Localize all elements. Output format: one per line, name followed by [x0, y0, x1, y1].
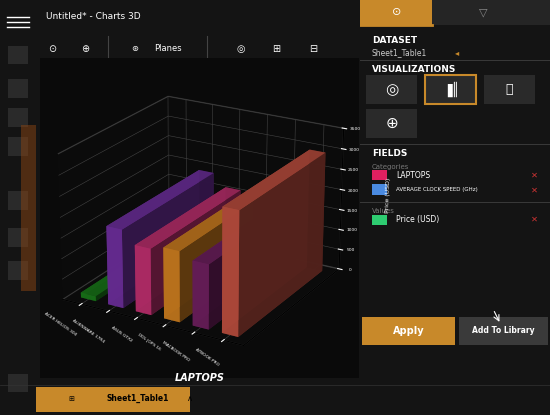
- Text: ✕: ✕: [521, 12, 528, 21]
- Text: ◎: ◎: [236, 44, 245, 54]
- Bar: [8, 79, 28, 98]
- Text: ▽: ▽: [480, 7, 488, 17]
- Bar: [8, 191, 28, 210]
- Text: Price (USD): Price (USD): [397, 215, 439, 224]
- Text: ⊞: ⊞: [273, 44, 280, 54]
- Text: Untitled* - Charts 3D: Untitled* - Charts 3D: [46, 12, 141, 21]
- Bar: [36, 387, 190, 412]
- Text: FIELDS: FIELDS: [372, 149, 407, 158]
- Text: ∧: ∧: [186, 394, 193, 403]
- Text: LAPTOPS: LAPTOPS: [174, 373, 224, 383]
- Text: ⊙: ⊙: [392, 7, 401, 17]
- Text: VISUALIZATIONS: VISUALIZATIONS: [372, 65, 456, 73]
- Text: ◎: ◎: [385, 82, 398, 97]
- Text: 〜: 〜: [505, 83, 513, 96]
- Text: ⊙: ⊙: [48, 44, 56, 54]
- Bar: [366, 75, 417, 104]
- Bar: [8, 228, 28, 247]
- Text: Add To Library: Add To Library: [472, 327, 535, 335]
- Text: LAPTOPS: LAPTOPS: [397, 171, 431, 180]
- Bar: [459, 317, 548, 345]
- Text: ✕: ✕: [531, 185, 538, 194]
- Text: ⊕: ⊕: [81, 44, 89, 54]
- Text: ⊕: ⊕: [385, 116, 398, 131]
- Text: ◂: ◂: [455, 49, 459, 57]
- Bar: [8, 374, 28, 392]
- Text: ─: ─: [455, 12, 460, 21]
- Text: ▐║: ▐║: [442, 81, 459, 97]
- Text: ✕: ✕: [531, 215, 538, 224]
- Bar: [366, 110, 417, 138]
- Text: DATASET: DATASET: [372, 36, 417, 45]
- Bar: [483, 75, 535, 104]
- Bar: [8, 46, 28, 64]
- Bar: [372, 215, 387, 225]
- Text: ⊟: ⊟: [309, 44, 317, 54]
- Bar: [372, 170, 387, 181]
- Text: Sheet1_Table1: Sheet1_Table1: [106, 394, 169, 403]
- Bar: [360, 0, 432, 25]
- Text: ✕: ✕: [531, 171, 538, 180]
- Bar: [8, 108, 28, 127]
- Text: ⊞: ⊞: [69, 396, 74, 402]
- Text: Sheet1_Table1: Sheet1_Table1: [372, 49, 427, 57]
- Bar: [362, 317, 455, 345]
- Text: AVERAGE CLOCK SPEED (GHz): AVERAGE CLOCK SPEED (GHz): [397, 187, 478, 192]
- Text: Values: Values: [372, 208, 394, 214]
- Bar: [8, 261, 28, 280]
- Bar: [372, 184, 387, 195]
- Text: □: □: [485, 12, 492, 21]
- Bar: [21, 124, 36, 290]
- Bar: [432, 0, 550, 25]
- Text: Apply: Apply: [393, 326, 425, 336]
- Text: Categories: Categories: [372, 164, 409, 170]
- Bar: [8, 137, 28, 156]
- Text: Planes: Planes: [154, 44, 182, 53]
- Bar: [425, 75, 476, 104]
- Text: ⊛: ⊛: [131, 44, 138, 53]
